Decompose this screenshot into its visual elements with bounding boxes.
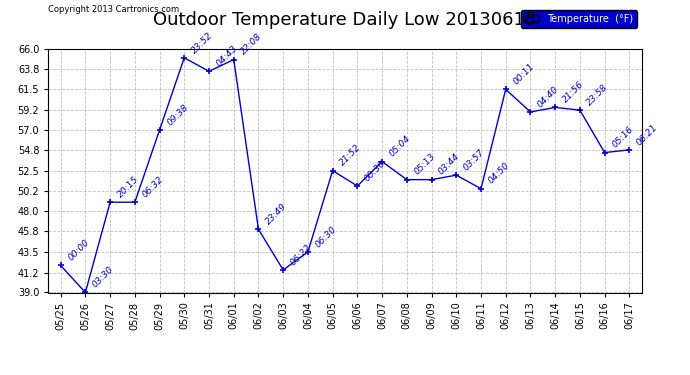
Text: 03:30: 03:30 <box>91 265 116 290</box>
Text: 06:32: 06:32 <box>140 175 165 200</box>
Text: 05:16: 05:16 <box>610 125 635 150</box>
Text: 03:44: 03:44 <box>437 152 462 177</box>
Text: 04:40: 04:40 <box>536 84 561 109</box>
Legend: Temperature  (°F): Temperature (°F) <box>520 10 637 27</box>
Text: 06:30: 06:30 <box>313 224 338 249</box>
Text: 03:57: 03:57 <box>462 148 486 172</box>
Text: 23:52: 23:52 <box>190 30 215 55</box>
Text: 05:04: 05:04 <box>388 134 413 159</box>
Text: 21:56: 21:56 <box>561 80 586 105</box>
Text: 04:43: 04:43 <box>215 44 239 69</box>
Text: 23:49: 23:49 <box>264 202 289 226</box>
Text: 06:21: 06:21 <box>635 122 660 147</box>
Text: 04:50: 04:50 <box>486 161 511 186</box>
Text: 23:58: 23:58 <box>585 82 610 107</box>
Text: 00:11: 00:11 <box>511 62 536 87</box>
Text: 20:15: 20:15 <box>116 175 141 200</box>
Text: 22:08: 22:08 <box>239 32 264 57</box>
Text: Outdoor Temperature Daily Low 20130618: Outdoor Temperature Daily Low 20130618 <box>153 11 537 29</box>
Text: 00:30: 00:30 <box>363 159 388 183</box>
Text: 09:38: 09:38 <box>165 102 190 127</box>
Text: 00:00: 00:00 <box>66 238 91 262</box>
Text: 21:52: 21:52 <box>338 143 363 168</box>
Text: 06:22: 06:22 <box>288 242 313 267</box>
Text: 05:13: 05:13 <box>413 152 437 177</box>
Text: Copyright 2013 Cartronics.com: Copyright 2013 Cartronics.com <box>48 5 179 14</box>
